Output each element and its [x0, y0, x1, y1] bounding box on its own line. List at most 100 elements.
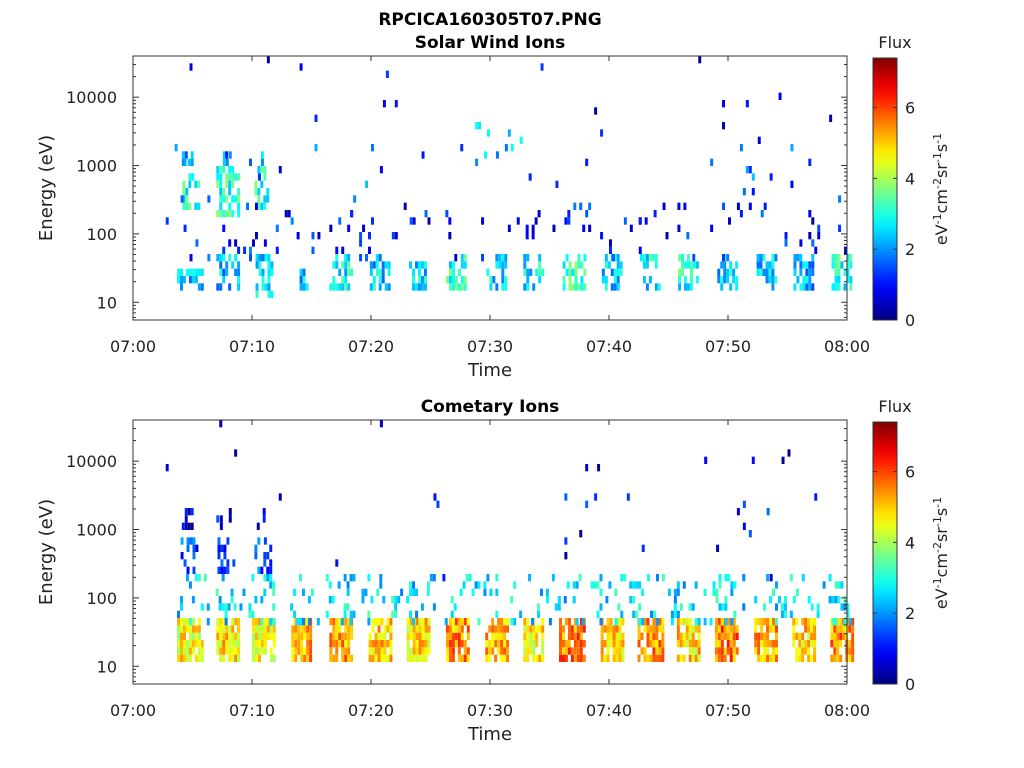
spectrogram-cell [805, 283, 809, 291]
spectrogram-cell [846, 603, 850, 611]
spectrogram-cell [600, 654, 604, 662]
spectrogram-cell [760, 654, 764, 662]
spectrogram-cell [344, 632, 348, 640]
spectrogram-cell [415, 261, 419, 269]
spectrogram-cell [541, 268, 545, 276]
spectrogram-cell [834, 276, 838, 284]
spectrogram-cell [329, 283, 333, 291]
spectrogram-cell [552, 224, 556, 232]
x-tick-label: 07:50 [705, 337, 751, 356]
spectrogram-cell [805, 268, 809, 276]
spectrogram-cell [808, 232, 812, 240]
spectrogram-cell [177, 268, 180, 276]
spectrogram-cell [420, 261, 424, 269]
spectrogram-cell [799, 283, 803, 291]
spectrogram-cell [445, 632, 449, 640]
spectrogram-cell [851, 640, 855, 648]
spectrogram-cell [494, 640, 498, 648]
spectrogram-cell [506, 654, 510, 662]
spectrogram-cell [775, 625, 778, 633]
spectrogram-cell [371, 144, 374, 152]
spectrogram-cell [415, 283, 419, 291]
spectrogram-cell [377, 625, 381, 633]
spectrogram-cell [541, 618, 545, 626]
spectrogram-cell [497, 647, 501, 655]
spectrogram-cell [181, 522, 185, 530]
spectrogram-cell [563, 596, 567, 604]
spectrogram-cell [421, 647, 425, 655]
spectrogram-cell [182, 188, 186, 196]
spectrogram-cell [307, 618, 311, 626]
x-axis-label-solar-wind: Time [467, 360, 512, 381]
spectrogram-cell [754, 596, 758, 604]
spectrogram-cell [257, 537, 261, 545]
spectrogram-cell [228, 632, 232, 640]
spectrogram-cell [682, 654, 686, 662]
spectrogram-cell [189, 537, 193, 545]
spectrogram-cell [335, 647, 339, 655]
spectrogram-cell [424, 632, 428, 640]
y-tick-label: 10 [97, 657, 117, 676]
spectrogram-cell [412, 632, 416, 640]
spectrogram-cell [263, 647, 267, 655]
spectrogram-cell [646, 625, 650, 633]
spectrogram-cell [423, 276, 427, 284]
y-tick-label: 1000 [76, 157, 117, 176]
spectrogram-cell [849, 276, 853, 284]
spectrogram-cell [722, 100, 726, 108]
spectrogram-cell [714, 625, 718, 633]
spectrogram-cell [369, 261, 373, 269]
spectrogram-cell [222, 224, 226, 232]
spectrogram-cell [637, 654, 641, 662]
spectrogram-cell [380, 640, 384, 648]
spectrogram-cell [391, 610, 395, 618]
spectrogram-cell [182, 618, 186, 626]
spectrogram-cell [299, 268, 303, 276]
spectrogram-cell [191, 173, 195, 181]
spectrogram-cell [807, 654, 811, 662]
spectrogram-cell [460, 632, 464, 640]
spectrogram-cell [266, 618, 270, 626]
spectrogram-cell [344, 647, 348, 655]
spectrogram-cell [406, 596, 410, 604]
spectrogram-cell [724, 603, 728, 611]
spectrogram-cell [775, 603, 778, 611]
spectrogram-cell [263, 640, 267, 648]
spectrogram-cell [341, 640, 345, 648]
spectrogram-cell [300, 640, 304, 648]
spectrogram-cell [697, 654, 701, 662]
spectrogram-cell [661, 640, 665, 648]
spectrogram-cell [726, 268, 730, 276]
spectrogram-cell [257, 188, 261, 196]
spectrogram-cell [254, 647, 258, 655]
spectrogram-cell [427, 632, 431, 640]
spectrogram-cell [612, 632, 616, 640]
spectrogram-cell [661, 574, 665, 582]
spectrogram-cell [423, 283, 427, 291]
spectrogram-cell [263, 537, 267, 545]
spectrogram-cell [275, 246, 279, 254]
spectrogram-cell [180, 276, 183, 284]
spectrogram-cell [222, 166, 226, 174]
spectrogram-cell [219, 261, 223, 269]
spectrogram-cell [717, 632, 721, 640]
spectrogram-cell [365, 180, 369, 188]
spectrogram-cell [188, 654, 192, 662]
spectrogram-cell [188, 618, 192, 626]
spectrogram-cell [601, 268, 605, 276]
spectrogram-cell [833, 632, 837, 640]
spectrogram-cell [784, 232, 788, 240]
spectrogram-cell [485, 640, 489, 648]
spectrogram-cell [203, 574, 207, 582]
spectrogram-cell [303, 625, 307, 633]
spectrogram-cell [237, 195, 241, 203]
spectrogram-cell [185, 618, 189, 626]
spectrogram-cell [541, 632, 545, 640]
spectrogram-cell [227, 603, 231, 611]
spectrogram-cell [526, 283, 530, 291]
spectrogram-cell [616, 261, 620, 269]
spectrogram-cell [219, 173, 223, 181]
spectrogram-cell [579, 640, 583, 648]
spectrogram-cell [381, 261, 385, 269]
spectrogram-cell [626, 493, 630, 501]
